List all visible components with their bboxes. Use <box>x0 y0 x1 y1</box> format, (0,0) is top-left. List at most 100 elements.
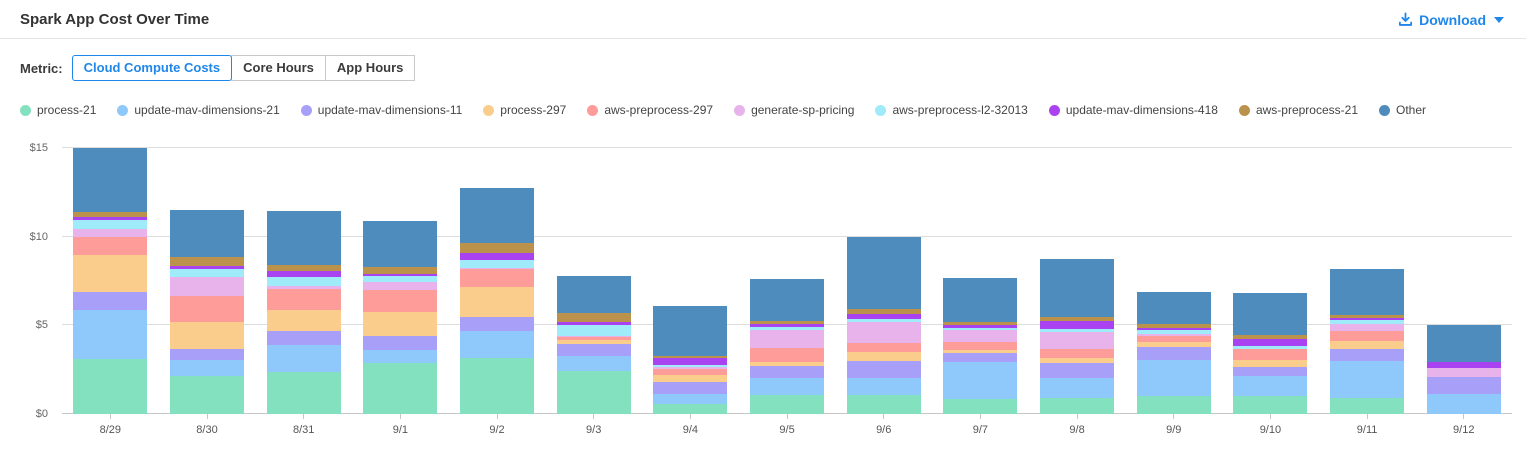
bar-column-8-31[interactable] <box>266 210 341 414</box>
bar-segment-update-mav-dimensions-11[interactable] <box>73 292 148 311</box>
bar-segment-aws-preprocess-297[interactable] <box>1330 330 1405 341</box>
bar-segment-process-297[interactable] <box>653 375 728 383</box>
bar-segment-generate-sp-pricing[interactable] <box>943 330 1018 342</box>
bar-segment-aws-preprocess-297[interactable] <box>556 337 631 340</box>
bar-segment-aws-preprocess-l2-32013[interactable] <box>460 259 535 268</box>
bar-segment-generate-sp-pricing[interactable] <box>363 282 438 290</box>
bar-segment-aws-preprocess-21[interactable] <box>73 212 148 217</box>
bar-segment-update-mav-dimensions-21[interactable] <box>460 330 535 359</box>
bar-column-9-6[interactable] <box>846 236 921 414</box>
bar-segment-other[interactable] <box>170 210 244 258</box>
bar-column-9-10[interactable] <box>1233 293 1308 414</box>
bar-segment-process-21[interactable] <box>1233 396 1308 414</box>
legend-item-other[interactable]: Other <box>1379 103 1426 117</box>
bar-segment-process-297[interactable] <box>943 350 1018 354</box>
bar-column-9-11[interactable] <box>1330 268 1405 414</box>
bar-segment-process-21[interactable] <box>750 395 825 414</box>
download-button[interactable]: Download <box>1398 12 1504 28</box>
bar-segment-process-21[interactable] <box>73 359 148 414</box>
legend-item-update-mav-dimensions-11[interactable]: update-mav-dimensions-11 <box>300 103 462 117</box>
bar-segment-process-21[interactable] <box>943 399 1018 414</box>
bar-segment-aws-preprocess-l2-32013[interactable] <box>943 327 1018 331</box>
bar-segment-aws-preprocess-21[interactable] <box>460 242 535 253</box>
bar-segment-aws-preprocess-297[interactable] <box>73 236 148 256</box>
bar-segment-update-mav-dimensions-418[interactable] <box>750 324 825 327</box>
bar-segment-other[interactable] <box>943 277 1018 322</box>
bar-segment-aws-preprocess-297[interactable] <box>846 343 921 353</box>
bar-segment-process-297[interactable] <box>1136 341 1211 347</box>
bar-column-9-12[interactable] <box>1426 324 1501 414</box>
bar-segment-aws-preprocess-l2-32013[interactable] <box>266 276 341 286</box>
bar-segment-process-297[interactable] <box>750 361 825 367</box>
bar-segment-update-mav-dimensions-418[interactable] <box>1330 318 1405 321</box>
bar-segment-aws-preprocess-297[interactable] <box>266 289 341 310</box>
bar-segment-aws-preprocess-l2-32013[interactable] <box>556 325 631 337</box>
bar-segment-aws-preprocess-l2-32013[interactable] <box>1136 330 1211 335</box>
bar-segment-update-mav-dimensions-11[interactable] <box>266 331 341 346</box>
bar-segment-update-mav-dimensions-21[interactable] <box>943 361 1018 400</box>
bar-segment-aws-preprocess-297[interactable] <box>653 369 728 376</box>
bar-segment-process-297[interactable] <box>846 352 921 361</box>
legend-item-aws-preprocess-l2-32013[interactable]: aws-preprocess-l2-32013 <box>875 103 1028 117</box>
bar-column-9-7[interactable] <box>943 277 1018 414</box>
bar-segment-generate-sp-pricing[interactable] <box>266 285 341 290</box>
bar-segment-update-mav-dimensions-418[interactable] <box>653 358 728 366</box>
bar-segment-other[interactable] <box>846 236 921 310</box>
bar-segment-other[interactable] <box>73 147 148 213</box>
bar-segment-update-mav-dimensions-21[interactable] <box>363 350 438 363</box>
legend-item-aws-preprocess-297[interactable]: aws-preprocess-297 <box>587 103 713 117</box>
bar-segment-other[interactable] <box>1040 258 1115 317</box>
bar-segment-other[interactable] <box>460 187 535 243</box>
bar-segment-update-mav-dimensions-11[interactable] <box>460 317 535 331</box>
bar-segment-aws-preprocess-21[interactable] <box>653 356 728 359</box>
bar-segment-update-mav-dimensions-11[interactable] <box>1426 376 1501 394</box>
bar-segment-update-mav-dimensions-418[interactable] <box>1136 327 1211 331</box>
bar-segment-process-21[interactable] <box>460 358 535 414</box>
bar-segment-update-mav-dimensions-11[interactable] <box>653 382 728 395</box>
legend-item-process-21[interactable]: process-21 <box>20 103 96 117</box>
bar-segment-aws-preprocess-21[interactable] <box>266 265 341 272</box>
bar-segment-process-21[interactable] <box>1330 398 1405 414</box>
bar-segment-generate-sp-pricing[interactable] <box>846 321 921 344</box>
bar-segment-process-297[interactable] <box>460 287 535 318</box>
bar-column-9-9[interactable] <box>1136 291 1211 414</box>
bar-segment-update-mav-dimensions-418[interactable] <box>846 313 921 320</box>
bar-segment-other[interactable] <box>653 305 728 357</box>
bar-segment-update-mav-dimensions-21[interactable] <box>1233 375 1308 397</box>
bar-segment-update-mav-dimensions-11[interactable] <box>1136 346 1211 361</box>
bar-segment-process-297[interactable] <box>363 311 438 337</box>
bar-column-9-8[interactable] <box>1040 258 1115 414</box>
bar-segment-update-mav-dimensions-21[interactable] <box>846 378 921 395</box>
bar-segment-update-mav-dimensions-21[interactable] <box>266 345 341 373</box>
bar-segment-aws-preprocess-21[interactable] <box>846 309 921 314</box>
bar-segment-aws-preprocess-297[interactable] <box>460 268 535 288</box>
bar-segment-process-297[interactable] <box>170 322 244 350</box>
bar-segment-process-21[interactable] <box>1040 398 1115 414</box>
bar-segment-process-297[interactable] <box>556 339 631 344</box>
bar-segment-update-mav-dimensions-11[interactable] <box>943 353 1018 362</box>
bar-segment-generate-sp-pricing[interactable] <box>1040 331 1115 350</box>
bar-segment-aws-preprocess-l2-32013[interactable] <box>846 319 921 322</box>
bar-segment-aws-preprocess-l2-32013[interactable] <box>363 276 438 283</box>
bar-column-9-5[interactable] <box>750 279 825 414</box>
bar-segment-process-21[interactable] <box>653 404 728 414</box>
bar-column-8-30[interactable] <box>170 210 244 414</box>
bar-segment-generate-sp-pricing[interactable] <box>750 329 825 348</box>
bar-segment-aws-preprocess-297[interactable] <box>750 347 825 362</box>
bar-segment-aws-preprocess-l2-32013[interactable] <box>653 365 728 368</box>
bar-segment-update-mav-dimensions-21[interactable] <box>653 394 728 405</box>
bar-segment-process-21[interactable] <box>363 362 438 414</box>
bar-segment-generate-sp-pricing[interactable] <box>556 336 631 338</box>
bar-segment-generate-sp-pricing[interactable] <box>1426 368 1501 377</box>
bar-segment-other[interactable] <box>556 276 631 314</box>
bar-column-9-4[interactable] <box>653 305 728 414</box>
bar-segment-process-297[interactable] <box>1233 360 1308 367</box>
bar-segment-update-mav-dimensions-21[interactable] <box>556 356 631 371</box>
bar-segment-aws-preprocess-l2-32013[interactable] <box>73 220 148 230</box>
bar-segment-process-21[interactable] <box>266 372 341 414</box>
bar-segment-aws-preprocess-21[interactable] <box>363 266 438 274</box>
metric-option-cloud-compute-costs[interactable]: Cloud Compute Costs <box>71 55 233 81</box>
bar-segment-generate-sp-pricing[interactable] <box>170 277 244 297</box>
metric-option-core-hours[interactable]: Core Hours <box>231 55 326 81</box>
bar-segment-process-21[interactable] <box>556 370 631 414</box>
